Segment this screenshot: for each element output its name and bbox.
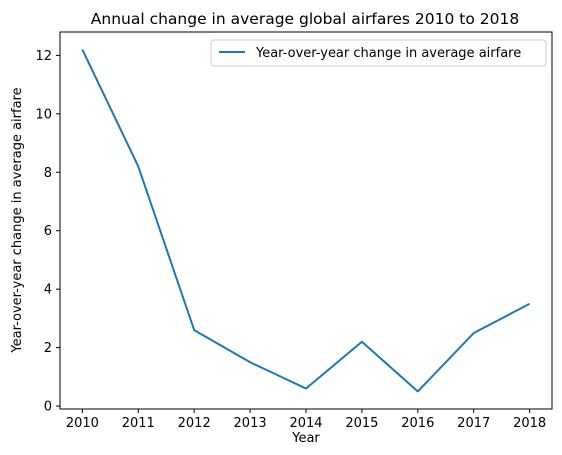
legend-label: Year-over-year change in average airfare (255, 46, 521, 61)
y-axis: 0 2 4 6 8 10 12 (35, 49, 60, 415)
y-tick-label: 8 (44, 166, 52, 181)
x-tick-label: 2016 (401, 416, 434, 431)
y-tick-label: 0 (44, 400, 52, 415)
y-axis-title: Year-over-year change in average airfare (10, 87, 25, 353)
x-tick-label: 2017 (457, 416, 490, 431)
x-tick-label: 2010 (66, 416, 99, 431)
y-tick-label: 10 (35, 107, 52, 122)
chart-title: Annual change in average global airfares… (91, 10, 519, 28)
y-tick-label: 2 (44, 341, 52, 356)
x-tick-label: 2012 (178, 416, 211, 431)
legend-box (210, 39, 547, 67)
x-tick-label: 2013 (234, 416, 267, 431)
y-tick-label: 4 (44, 283, 52, 298)
x-axis: 2010 2011 2012 2013 2014 2015 2016 2017 2018 (66, 409, 546, 431)
x-tick-label: 2018 (513, 416, 546, 431)
series-group (81, 49, 531, 393)
x-tick-label: 2015 (345, 416, 378, 431)
y-tick-label: 12 (35, 49, 52, 64)
x-tick-label: 2014 (289, 416, 322, 431)
x-tick-label: 2011 (122, 416, 155, 431)
x-axis-title: Year (291, 431, 320, 446)
plot-area-frame (59, 31, 553, 410)
legend: Year-over-year change in average airfare (210, 39, 547, 67)
y-tick-label: 6 (44, 224, 52, 239)
series-line-0 (81, 49, 531, 393)
